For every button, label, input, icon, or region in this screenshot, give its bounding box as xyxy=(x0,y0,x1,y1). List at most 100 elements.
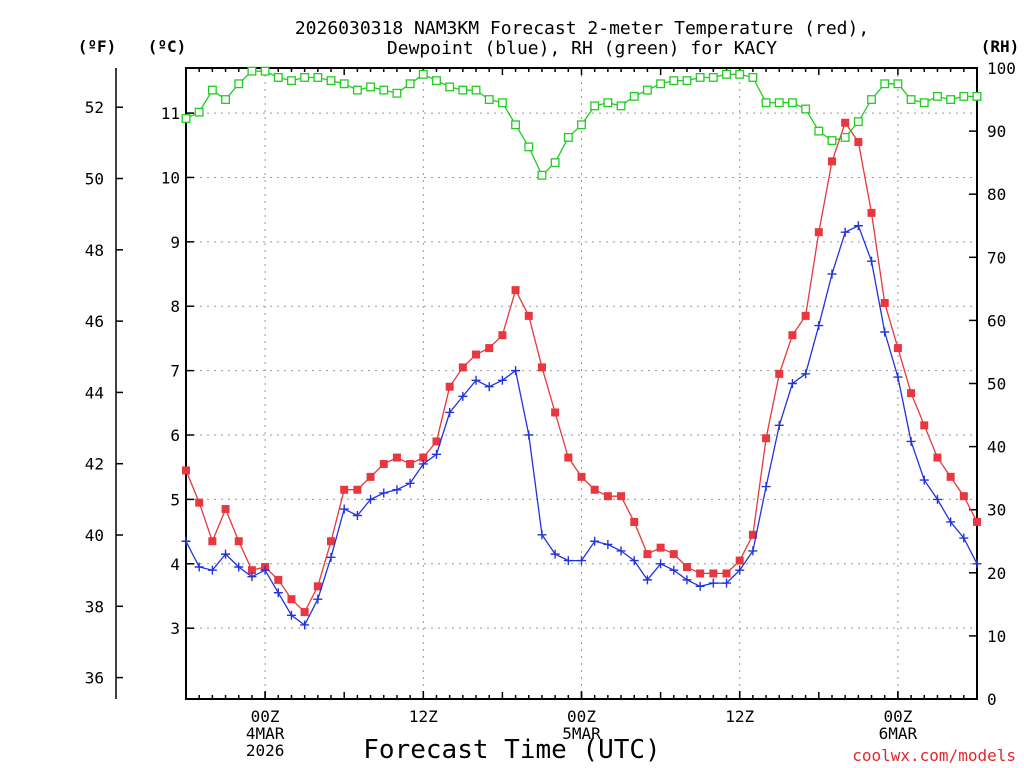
dewpoint-point xyxy=(946,517,956,527)
dewpoint-point xyxy=(867,256,877,266)
rh-unit-label: (RH) xyxy=(981,37,1020,56)
temperature-point xyxy=(801,311,810,320)
dewpoint-point xyxy=(392,485,402,495)
temperature-point xyxy=(603,492,612,501)
chart-title-line-1: 2026030318 NAM3KM Forecast 2-meter Tempe… xyxy=(295,18,869,39)
rh-point xyxy=(563,132,573,142)
dewpoint-point xyxy=(827,269,837,279)
dewpoint-point xyxy=(906,436,916,446)
rh-point xyxy=(867,95,876,104)
fahrenheit-tick-label: 46 xyxy=(85,312,104,331)
dewpoint-point xyxy=(708,578,718,588)
dewpoint-point xyxy=(774,420,784,430)
temperature-point xyxy=(946,472,955,481)
temperature-point xyxy=(577,472,586,481)
rh-tick-label: 100 xyxy=(987,59,1016,78)
rh-point xyxy=(827,136,837,146)
rh-point xyxy=(366,82,376,92)
dewpoint-point xyxy=(642,575,652,585)
dewpoint-point xyxy=(431,449,441,459)
temperature-point xyxy=(893,344,902,353)
temperature-point xyxy=(195,498,204,507)
rh-point xyxy=(432,76,441,86)
temperature-point xyxy=(814,228,823,237)
rh-point xyxy=(379,85,389,95)
rh-point xyxy=(656,79,666,89)
temperature-point xyxy=(353,485,362,494)
rh-point xyxy=(550,158,560,168)
time-tick-label: 00Z xyxy=(883,707,912,726)
temperature-point xyxy=(274,575,283,584)
temperature-point xyxy=(682,563,691,572)
temperature-point xyxy=(432,437,441,446)
dewpoint-point xyxy=(787,379,797,388)
rh-point xyxy=(840,132,850,142)
temperature-point xyxy=(327,537,336,546)
temperature-point xyxy=(287,595,296,604)
rh-point xyxy=(774,98,784,108)
temperature-point xyxy=(234,537,243,546)
dewpoint-point xyxy=(352,510,362,520)
dewpoint-point xyxy=(695,581,705,591)
temperature-point xyxy=(313,582,322,591)
rh-point xyxy=(313,73,323,82)
rh-point xyxy=(669,76,679,86)
celsius-tick-label: 8 xyxy=(170,297,180,316)
dewpoint-point xyxy=(577,556,586,566)
fahrenheit-unit-label: (ºF) xyxy=(78,37,117,56)
dewpoint-point xyxy=(207,565,217,575)
temperature-point xyxy=(564,453,573,462)
dewpoint-point xyxy=(853,221,863,231)
rh-point xyxy=(497,98,507,108)
rh-point xyxy=(853,117,863,127)
temperature-point xyxy=(406,459,415,468)
time-tick-label: 12Z xyxy=(409,707,438,726)
dewpoint-point xyxy=(497,375,507,385)
celsius-tick-label: 5 xyxy=(170,490,180,509)
rh-point xyxy=(787,98,797,108)
dewpoint-point xyxy=(181,536,191,546)
temperature-point xyxy=(366,472,375,481)
rh-point xyxy=(616,101,626,111)
fahrenheit-tick-label: 40 xyxy=(85,526,104,545)
temperature-point xyxy=(472,350,481,359)
temperature-point xyxy=(959,492,968,501)
rh-point xyxy=(603,98,613,108)
dewpoint-point xyxy=(273,588,283,598)
rh-point xyxy=(801,104,811,114)
rh-point xyxy=(194,107,204,117)
temperature-point xyxy=(537,363,546,372)
rh-tick-label: 90 xyxy=(987,122,1006,141)
data-series xyxy=(181,66,982,630)
rh-point xyxy=(761,98,771,108)
rh-tick-label: 70 xyxy=(987,248,1006,267)
dewpoint-point xyxy=(880,327,890,337)
fahrenheit-tick-label: 52 xyxy=(85,98,104,117)
time-tick-label: 00Z xyxy=(567,707,596,726)
dewpoint-point xyxy=(221,549,231,559)
gridlines xyxy=(186,68,977,699)
rh-point xyxy=(418,69,428,79)
rh-point xyxy=(445,82,455,92)
celsius-tick-label: 9 xyxy=(170,233,180,252)
dewpoint-point xyxy=(247,572,257,582)
temperature-point xyxy=(867,208,876,217)
dewpoint-point xyxy=(616,546,626,556)
series-0 xyxy=(182,118,981,617)
dewpoint-point xyxy=(194,562,204,572)
rh-point xyxy=(537,170,547,180)
temperature-point xyxy=(735,556,744,565)
dewpoint-point xyxy=(405,478,415,488)
rh-point xyxy=(748,73,758,82)
rh-tick-label: 40 xyxy=(987,438,1006,457)
temperature-point xyxy=(524,311,533,320)
rh-point xyxy=(511,120,521,130)
dewpoint-point xyxy=(300,620,310,630)
rh-point xyxy=(919,98,929,108)
rh-tick-label: 50 xyxy=(987,375,1006,394)
rh-point xyxy=(392,88,402,98)
rh-point xyxy=(972,91,982,101)
dewpoint-point xyxy=(919,475,929,485)
dewpoint-point xyxy=(840,227,850,237)
rh-point xyxy=(234,79,244,89)
